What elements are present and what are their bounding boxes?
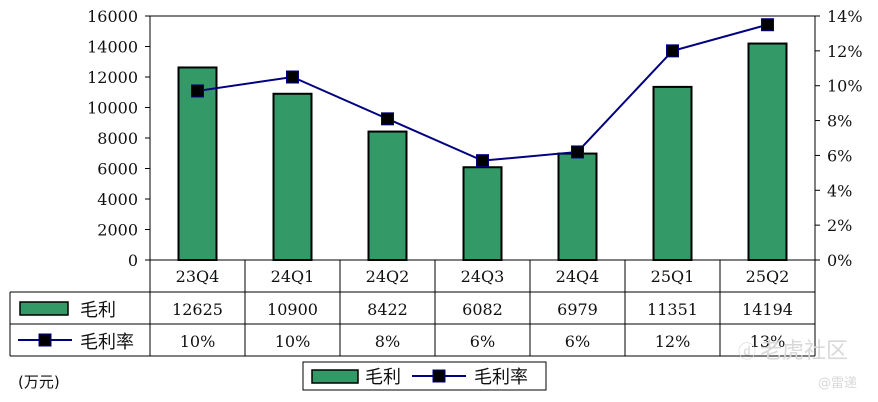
category-label: 25Q1 xyxy=(651,267,695,286)
y-right-tick-label: 6% xyxy=(827,146,852,165)
y-right-tick-label: 4% xyxy=(827,181,852,200)
y-right-tick-label: 10% xyxy=(827,77,863,96)
table-cell: 6082 xyxy=(462,300,503,319)
watermark: ⓓ 老虎社区 @雷递 xyxy=(738,339,857,391)
category-label: 24Q3 xyxy=(461,267,505,286)
bar xyxy=(272,92,313,262)
legend-label-bar: 毛利 xyxy=(365,367,401,388)
bar xyxy=(652,85,693,261)
table-cell: 10% xyxy=(180,332,216,351)
watermark-text: 老虎社区 xyxy=(760,339,848,364)
legend-swatch-bar xyxy=(311,369,359,384)
legend-swatch-marker xyxy=(432,369,446,383)
bar xyxy=(462,166,503,261)
y-left-tick-label: 4000 xyxy=(97,190,138,209)
table-cell: 11351 xyxy=(647,300,698,319)
row-key-marker xyxy=(38,333,52,347)
legend-label-line: 毛利率 xyxy=(474,367,528,388)
table-cell: 14194 xyxy=(742,300,793,319)
table-cell: 13% xyxy=(750,332,786,351)
y-axis-right: 0% 2% 4% 6% 8% 10% 12% 14% xyxy=(815,7,863,270)
line-point xyxy=(761,18,774,32)
bar xyxy=(177,66,218,261)
bar xyxy=(747,42,788,261)
y-right-tick-label: 0% xyxy=(827,251,852,270)
line-point xyxy=(191,84,204,98)
category-label: 23Q4 xyxy=(176,267,220,286)
y-left-tick-label: 2000 xyxy=(97,221,138,240)
table-cell: 6979 xyxy=(557,300,598,319)
line-point xyxy=(476,154,489,168)
table-cell: 8% xyxy=(375,332,400,351)
line-point xyxy=(381,112,394,126)
y-left-tick-label: 14000 xyxy=(87,38,138,57)
table-cell: 10900 xyxy=(267,300,318,319)
watermark-handle: @雷递 xyxy=(818,376,857,391)
bar-series xyxy=(177,42,788,262)
watermark-logo-icon: ⓓ xyxy=(738,342,756,363)
y-left-tick-label: 12000 xyxy=(87,68,138,87)
category-label: 24Q2 xyxy=(366,267,410,286)
bar xyxy=(557,152,598,261)
unit-label: (万元) xyxy=(18,373,60,391)
line-point xyxy=(571,145,584,159)
y-right-tick-label: 14% xyxy=(827,7,863,26)
line-point xyxy=(666,44,679,58)
table-cell: 6% xyxy=(565,332,590,351)
table-cell: 6% xyxy=(470,332,495,351)
table-cell: 12% xyxy=(655,332,691,351)
table-cell: 12625 xyxy=(172,300,223,319)
y-left-tick-label: 16000 xyxy=(87,7,138,26)
y-left-tick-label: 8000 xyxy=(97,129,138,148)
row-label: 毛利率 xyxy=(80,332,134,353)
y-axis-left: 0 2000 4000 6000 8000 10000 12000 14000 16000 xyxy=(87,7,150,270)
y-right-tick-label: 8% xyxy=(827,112,852,131)
table-cell: 10% xyxy=(275,332,311,351)
line-point xyxy=(286,70,299,84)
y-right-tick-label: 12% xyxy=(827,42,863,61)
legend: 毛利 毛利率 xyxy=(302,361,547,391)
table-cell: 8422 xyxy=(367,300,408,319)
y-left-tick-label: 6000 xyxy=(97,160,138,179)
row-key-bar xyxy=(19,301,69,316)
row-label: 毛利 xyxy=(80,300,116,321)
category-label: 24Q4 xyxy=(556,267,600,286)
category-label: 25Q2 xyxy=(746,267,790,286)
y-left-tick-label: 10000 xyxy=(87,99,138,118)
category-label: 24Q1 xyxy=(271,267,315,286)
line-series xyxy=(191,18,774,168)
bar xyxy=(367,130,408,261)
y-right-tick-label: 2% xyxy=(827,216,852,235)
y-left-tick-label: 0 xyxy=(128,251,138,270)
